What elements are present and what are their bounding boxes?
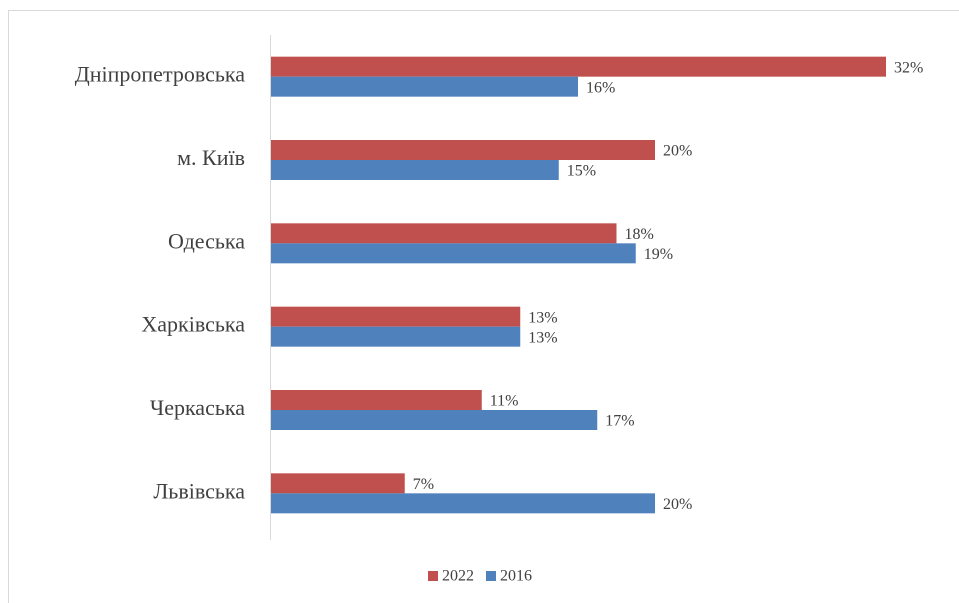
data-label: 32% [894, 59, 923, 76]
legend-swatch [428, 571, 438, 581]
category-label: Одеська [168, 228, 245, 253]
chart-frame [8, 10, 959, 603]
bar [270, 160, 559, 180]
bar [270, 493, 655, 514]
bar [270, 140, 655, 160]
legend-swatch [486, 571, 496, 581]
bar [270, 76, 578, 97]
data-label: 11% [490, 393, 519, 410]
bar [270, 56, 886, 77]
category-label: Харківська [141, 312, 245, 337]
data-label: 18% [625, 226, 654, 243]
data-label: 13% [528, 329, 557, 346]
data-label: 15% [567, 163, 596, 180]
bar [270, 306, 521, 327]
legend-label: 2016 [500, 568, 532, 585]
data-label: 17% [605, 413, 634, 430]
category-label: Черкаська [150, 395, 245, 420]
bar [270, 473, 405, 494]
data-label: 19% [644, 246, 673, 263]
data-label: 7% [413, 476, 434, 493]
bar [270, 243, 636, 264]
data-label: 20% [663, 496, 692, 513]
data-label: 20% [663, 143, 692, 160]
bar [270, 223, 617, 244]
bar [270, 326, 521, 347]
data-label: 13% [528, 309, 557, 326]
category-label: Дніпропетровська [75, 62, 245, 87]
bar [270, 410, 598, 430]
legend-label: 2022 [442, 568, 474, 585]
category-label: м. Київ [177, 145, 245, 170]
bar [270, 390, 482, 410]
category-label: Львівська [153, 478, 245, 503]
data-label: 16% [586, 79, 615, 96]
